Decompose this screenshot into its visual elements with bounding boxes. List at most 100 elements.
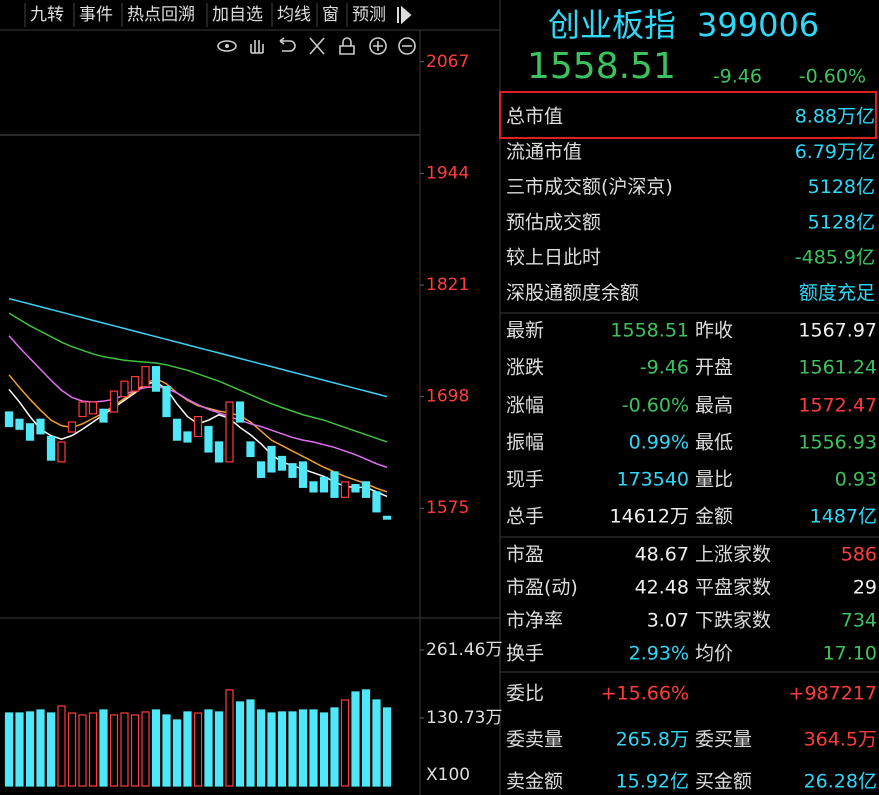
volume-bar [130, 714, 140, 787]
quote-label: 涨幅 [506, 395, 544, 417]
candle [183, 431, 192, 443]
candle [109, 390, 119, 413]
cut-icon[interactable] [309, 37, 325, 55]
eye-pupil [225, 44, 229, 48]
candle [36, 418, 45, 435]
hand-icon[interactable] [250, 40, 264, 54]
eye-icon[interactable] [217, 40, 237, 52]
toolbar-tab[interactable]: 预测 [352, 5, 386, 25]
volume-bar [25, 711, 35, 787]
stat-value: 额度充足 [799, 282, 875, 304]
candle [15, 418, 24, 430]
candle [88, 401, 98, 415]
volume-bar [15, 712, 24, 787]
quote-value: +15.66% [601, 683, 689, 705]
volume-bar [36, 709, 45, 787]
quote-label: 均价 [695, 643, 733, 665]
quote-value: 1558.51 [610, 320, 689, 342]
volume-bar [67, 712, 77, 787]
quote-value: 26.28亿 [804, 771, 877, 793]
quote-value: 173540 [616, 469, 689, 491]
candle [246, 441, 255, 458]
volume-bar [78, 714, 87, 787]
quote-value: 1561.24 [798, 357, 877, 379]
candle [120, 380, 129, 398]
toolbar-tab[interactable]: 热点回溯 [127, 5, 195, 25]
stat-label: 总市值 [506, 106, 563, 128]
volume-bar [57, 705, 66, 787]
candle [309, 481, 318, 493]
toolbar-tab[interactable]: 加自选 [212, 5, 263, 25]
candle [25, 423, 35, 441]
zoom-out-icon[interactable] [398, 37, 416, 55]
quote-label: 量比 [695, 469, 733, 491]
stat-label: 深股通额度余额 [506, 282, 639, 304]
candle [382, 515, 392, 520]
candle [372, 491, 381, 513]
quote-label: 市净率 [506, 610, 563, 632]
candle [267, 445, 276, 473]
volume-bar [351, 691, 360, 787]
quote-label: 委比 [506, 683, 544, 705]
candle [256, 461, 266, 478]
candle [351, 484, 360, 493]
candle [172, 418, 182, 441]
toolbar-tab[interactable]: 事件 [79, 5, 113, 25]
candle [319, 476, 329, 493]
volume-unit: X100 [426, 765, 470, 785]
quote-value: -0.60% [622, 395, 689, 417]
volume-bar [246, 699, 255, 787]
volume-bar [214, 711, 224, 787]
candle [288, 463, 297, 478]
volume-bar [288, 711, 297, 787]
volume-bar [141, 711, 150, 787]
price-tick-label: 2067 [426, 52, 469, 72]
quote-label: 平盘家数 [695, 577, 771, 599]
candle [162, 386, 171, 418]
stat-label: 较上日此时 [506, 247, 601, 269]
zoom-in-icon[interactable] [369, 37, 387, 55]
quote-value: 2.93% [629, 643, 689, 665]
volume-bar [204, 709, 213, 787]
stat-label: 流通市值 [506, 141, 582, 163]
volume-bar [372, 699, 381, 787]
volume-bar [109, 714, 119, 787]
volume-bar [309, 709, 318, 787]
quote-label: 涨跌 [506, 357, 544, 379]
candle [99, 408, 108, 423]
volume-bar [235, 701, 245, 787]
volume-bar [46, 712, 56, 787]
candle [151, 366, 161, 392]
quote-label: 委卖量 [506, 729, 563, 751]
quote-label: 总手 [506, 506, 544, 528]
stat-value: 6.79万亿 [795, 141, 875, 163]
quote-value: -9.46 [640, 357, 689, 379]
volume-bar [172, 719, 182, 787]
quote-value: 1556.93 [798, 432, 877, 454]
quote-value: 17.10 [823, 643, 877, 665]
candle [361, 481, 371, 498]
candle [330, 471, 339, 498]
candle [4, 411, 14, 428]
undo-icon[interactable] [279, 37, 296, 52]
toolbar-tab[interactable]: 窗 [322, 5, 339, 25]
volume-bar [330, 707, 339, 787]
toolbar-tab[interactable]: 均线 [277, 5, 311, 25]
volume-tick-label: 261.46万 [426, 640, 502, 660]
quote-value: 1567.97 [798, 320, 877, 342]
lock-icon[interactable] [339, 37, 355, 55]
tool-icons [217, 37, 416, 55]
price-change-pct: -0.60% [799, 66, 866, 88]
moving-average [8, 312, 388, 443]
candle [298, 461, 308, 488]
candle [193, 415, 203, 438]
candle [340, 481, 350, 498]
candle [214, 441, 224, 463]
toolbar-tab[interactable]: 九转 [30, 5, 64, 25]
candle [78, 401, 87, 418]
quote-value: 14612万 [610, 506, 689, 528]
collapse-arrow[interactable] [397, 5, 412, 25]
